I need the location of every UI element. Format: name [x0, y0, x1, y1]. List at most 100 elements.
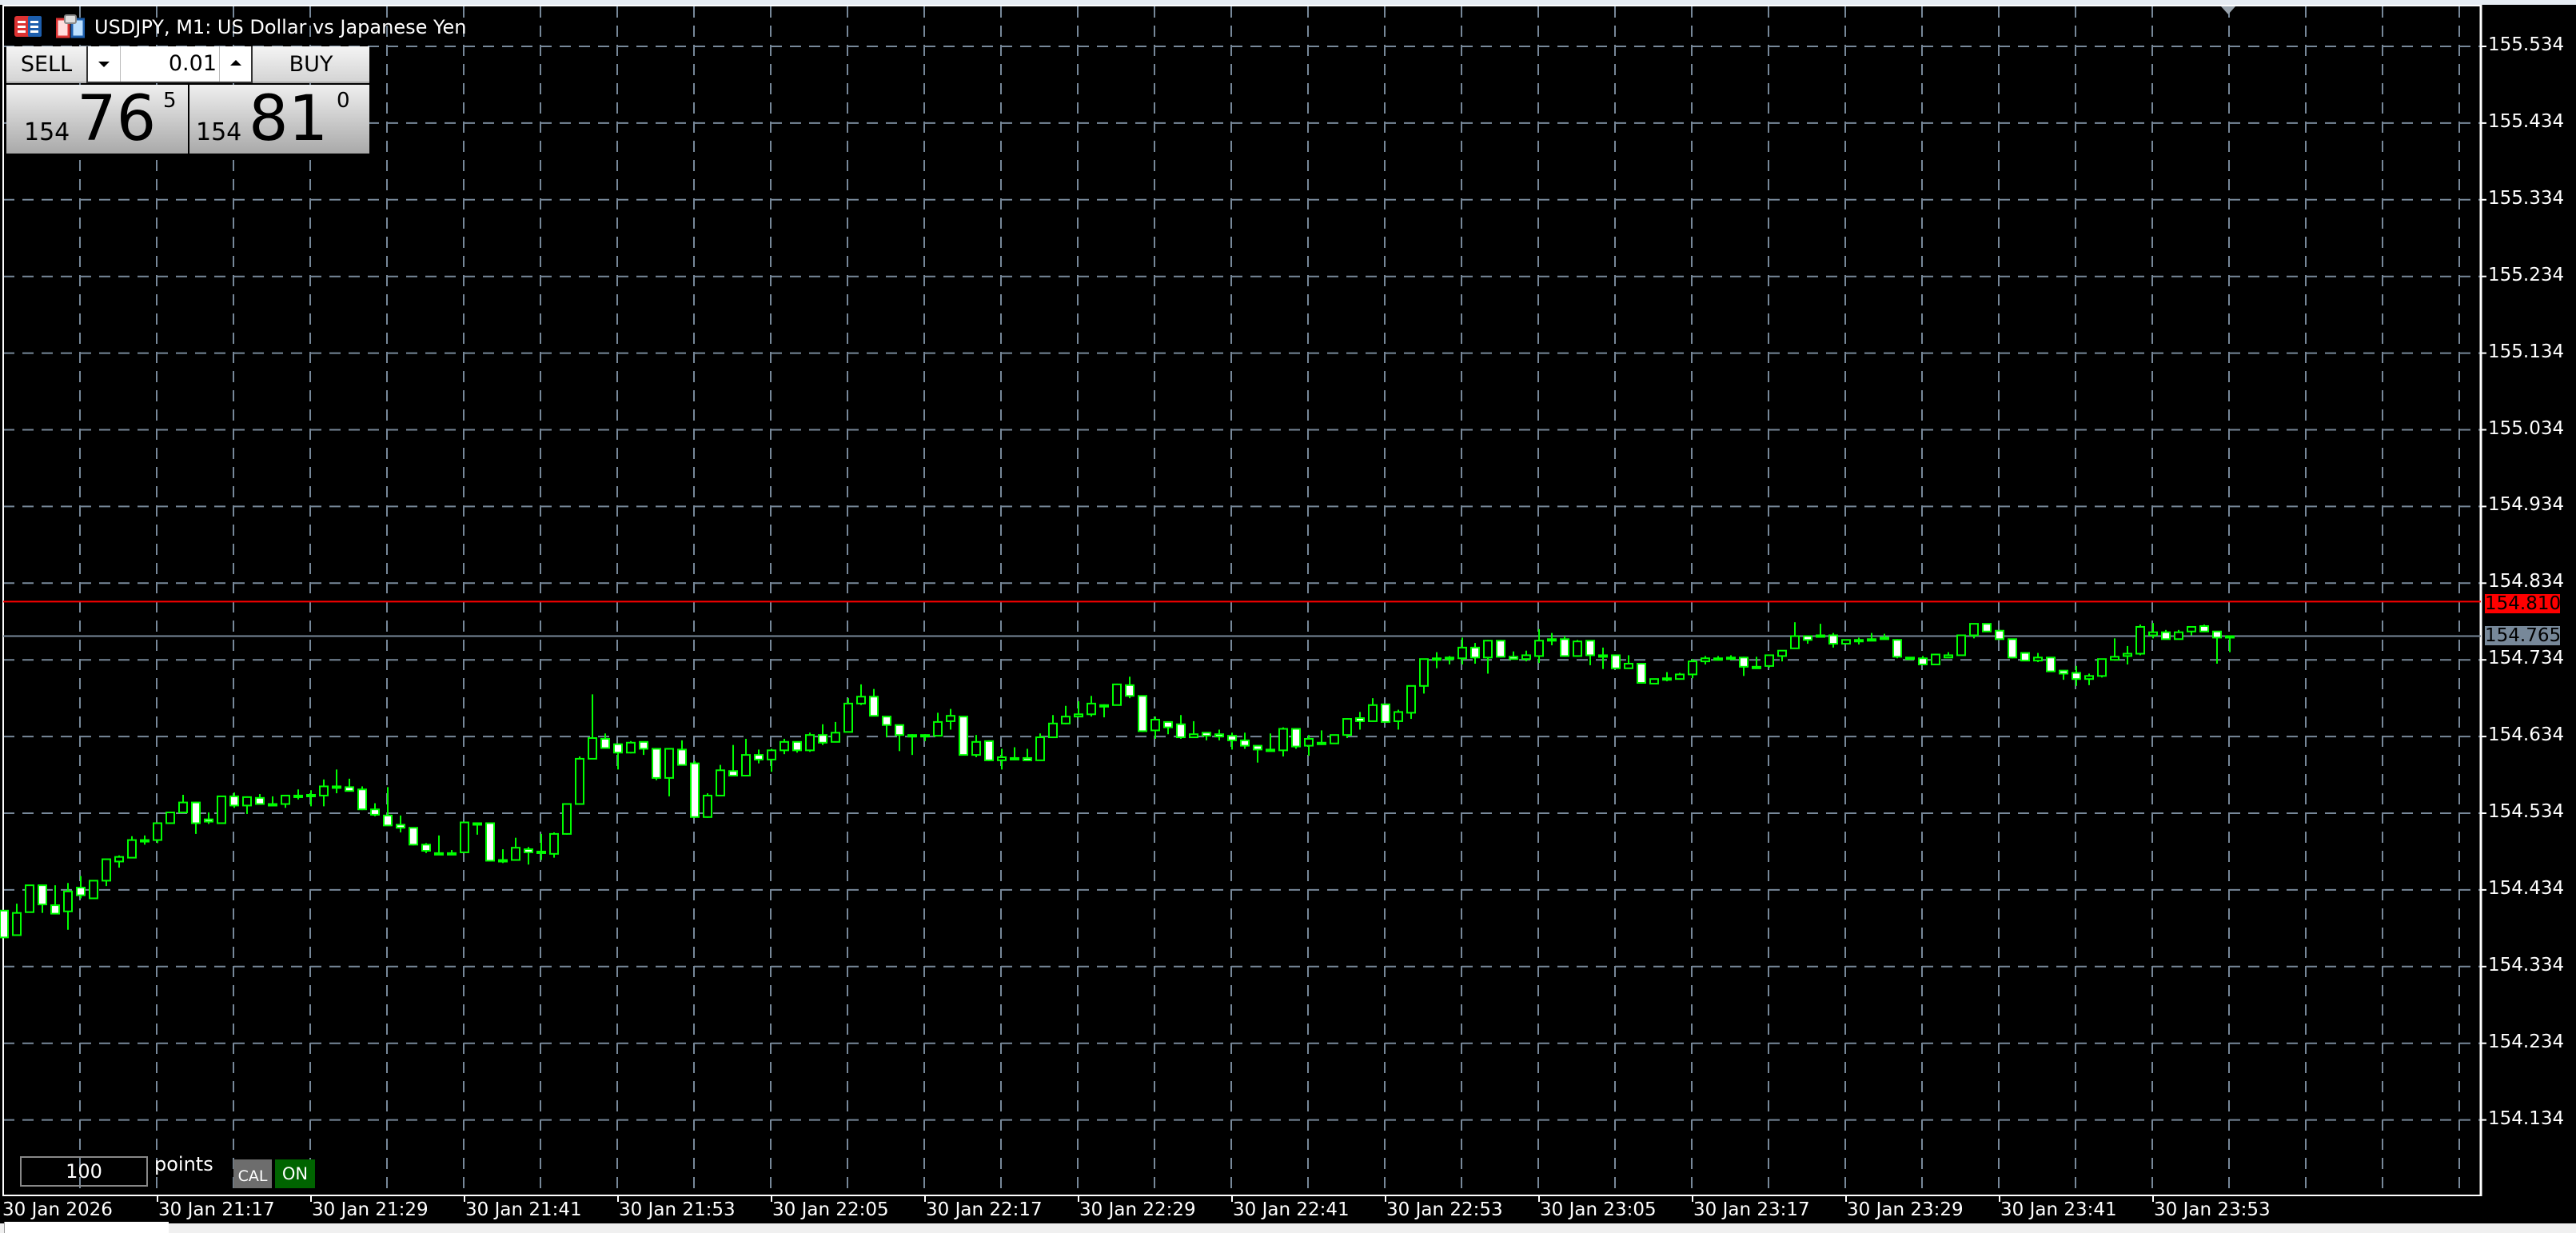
on-toggle-button[interactable]: ON: [275, 1159, 315, 1188]
candle-body-bear: [1560, 638, 1569, 657]
candle: [1419, 658, 1429, 694]
candle-body-bull: [1048, 722, 1058, 739]
candle: [716, 764, 725, 796]
candle: [1624, 655, 1633, 669]
candle-body-bull: [1342, 718, 1352, 736]
lot-size-input[interactable]: 0.01: [168, 51, 217, 76]
chart-window-icon[interactable]: [55, 14, 86, 38]
sell-button[interactable]: SELL: [6, 46, 86, 83]
candle: [2097, 658, 2107, 678]
candle: [1176, 715, 1186, 739]
candle-body-bull: [2148, 631, 2158, 636]
candle-body-bull: [1394, 711, 1403, 722]
chart-tab-active[interactable]: [4, 1222, 169, 1233]
candle: [639, 740, 648, 756]
candle: [1777, 649, 1787, 662]
candle-body-bear: [1585, 640, 1595, 656]
candle-body-bear: [1202, 732, 1211, 737]
cal-button[interactable]: CAL: [233, 1159, 272, 1188]
candle: [1406, 684, 1416, 720]
candle-body-bear: [1637, 662, 1646, 684]
candle: [2135, 624, 2145, 656]
candle-body-bear: [0, 909, 9, 939]
candle: [1330, 734, 1339, 744]
candle-body-bull: [1368, 704, 1378, 722]
candle: [511, 837, 520, 861]
candle-body-bear: [357, 788, 367, 811]
candle-body-bull: [1931, 653, 1940, 665]
candle: [191, 801, 201, 834]
candle: [76, 876, 86, 899]
candle-body-bull: [12, 912, 22, 936]
candle: [1828, 632, 1838, 648]
candle: [997, 748, 1007, 770]
candle: [1995, 629, 2004, 640]
candle-body-bear: [1291, 728, 1301, 748]
candle-body-bull: [1969, 623, 1979, 636]
candle-body-bull: [1521, 654, 1531, 660]
candle-body-bear: [677, 748, 687, 766]
lot-increase-button[interactable]: [219, 46, 253, 82]
chart-grid: [2, 6, 2486, 1202]
candle-body-bear: [1253, 744, 1262, 751]
candle: [1944, 652, 1953, 659]
candle: [984, 740, 994, 761]
candle: [882, 716, 891, 738]
candle: [524, 847, 533, 865]
candle: [2059, 669, 2068, 680]
candle-body-bear: [345, 786, 354, 792]
candle-body-bull: [217, 795, 226, 824]
candle-body-bull: [1765, 654, 1774, 667]
candle-body-bull: [2187, 625, 2196, 632]
candle-body-bear: [754, 754, 764, 760]
buy-button[interactable]: BUY: [253, 46, 369, 83]
candle-body-bear: [920, 734, 930, 738]
candle: [920, 734, 930, 741]
candle-body-bull: [575, 757, 584, 805]
candle-body-bear: [1355, 717, 1365, 722]
candle-body-bull: [703, 794, 712, 818]
candle-body-bull: [1534, 640, 1544, 657]
candle: [780, 738, 789, 755]
candle: [2084, 673, 2094, 685]
candle: [485, 822, 495, 862]
candle-body-bull: [178, 801, 188, 814]
candle-body-bear: [421, 844, 431, 852]
time-axis-label: 30 Jan 23:17: [1693, 1199, 1810, 1220]
candle-body-bear: [1125, 684, 1134, 697]
candle-body-bear: [383, 814, 393, 827]
candle: [2033, 652, 2043, 663]
candle: [1790, 622, 1800, 649]
candle-body-bear: [1163, 720, 1173, 728]
candle-body-bull: [1752, 665, 1761, 669]
buy-price-button[interactable]: 154 81 0: [189, 85, 369, 154]
candle-body-bull: [511, 847, 520, 861]
ticker-list-icon[interactable]: [14, 14, 42, 38]
triangle-up-icon: [230, 60, 241, 66]
points-input[interactable]: 100: [20, 1156, 148, 1187]
candle-body-bull: [332, 785, 341, 789]
price-axis-label: 155.034: [2488, 417, 2565, 439]
candle: [1534, 628, 1544, 664]
lot-decrease-button[interactable]: [88, 46, 121, 82]
candle-body-bull: [1189, 733, 1198, 739]
chart-shift-marker[interactable]: [2221, 6, 2235, 14]
candle: [1342, 718, 1352, 739]
candle-body-bear: [895, 724, 904, 736]
sell-price-prefix: 154: [24, 118, 70, 146]
sell-price-button[interactable]: 154 76 5: [6, 85, 188, 154]
candle: [677, 740, 687, 766]
candle: [895, 724, 904, 752]
candle-body-bull: [434, 852, 444, 856]
candle: [1726, 655, 1736, 660]
candle: [2174, 629, 2183, 640]
candle: [575, 756, 584, 805]
candle: [1317, 730, 1326, 745]
price-axis-label: 154.334: [2488, 954, 2565, 976]
candle-body-bull: [306, 793, 316, 797]
time-axis-label: 30 Jan 21:41: [465, 1199, 582, 1220]
candle: [588, 694, 597, 760]
candle: [370, 803, 380, 816]
candle-body-bear: [1445, 656, 1454, 660]
